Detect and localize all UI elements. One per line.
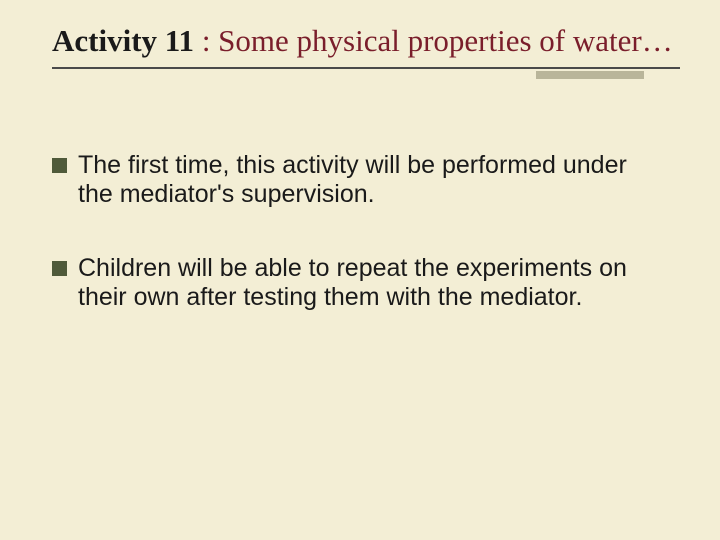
title-underline [52, 67, 680, 81]
bullet-text: Children will be able to repeat the expe… [78, 254, 662, 313]
slide-body: The first time, this activity will be pe… [52, 151, 680, 313]
title-rest: : Some physical properties of water… [194, 23, 673, 58]
title-strong: Activity 11 [52, 23, 194, 58]
bullet-square-icon [52, 261, 67, 276]
bullet-item: The first time, this activity will be pe… [52, 151, 662, 210]
underline-main [52, 67, 680, 69]
slide: Activity 11 : Some physical properties o… [0, 0, 720, 540]
underline-accent [536, 71, 644, 79]
bullet-item: Children will be able to repeat the expe… [52, 254, 662, 313]
bullet-text: The first time, this activity will be pe… [78, 151, 662, 210]
slide-title: Activity 11 : Some physical properties o… [52, 22, 680, 61]
title-block: Activity 11 : Some physical properties o… [52, 22, 680, 81]
bullet-square-icon [52, 158, 67, 173]
